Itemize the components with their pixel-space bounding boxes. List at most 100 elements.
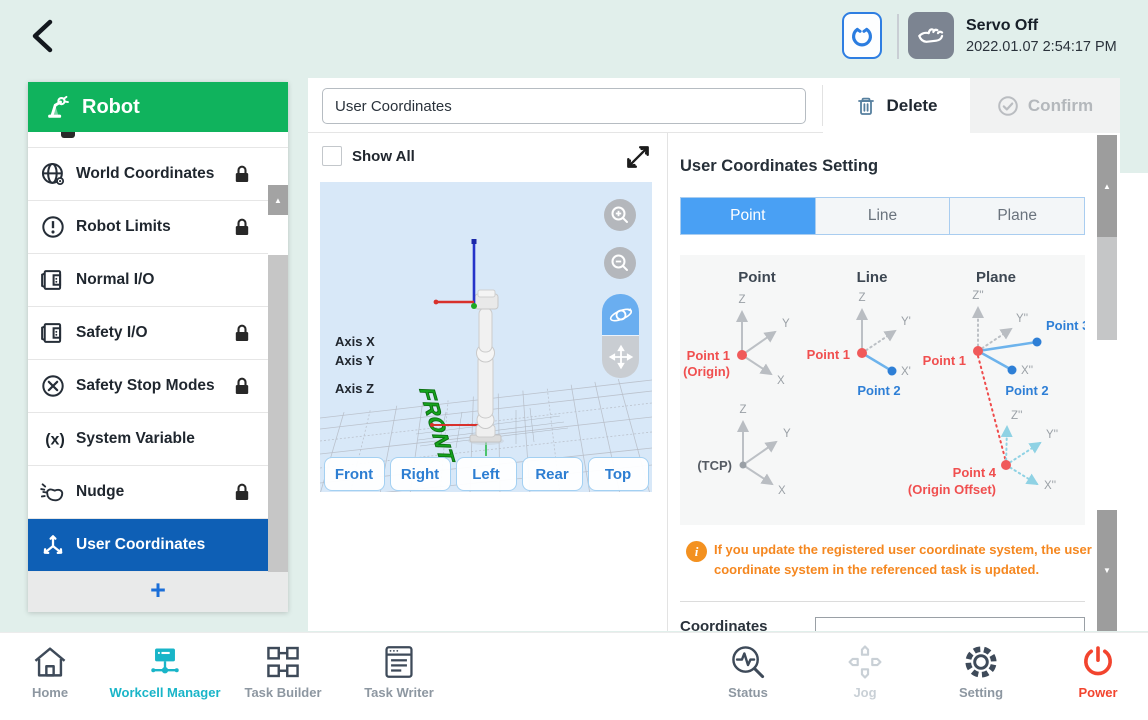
show-all-label: Show All: [352, 148, 415, 165]
io-icon: [41, 323, 62, 343]
svg-text:(Origin): (Origin): [683, 364, 730, 379]
view-front-button[interactable]: Front: [323, 457, 385, 491]
nav-status[interactable]: Status: [683, 645, 813, 700]
settings-scroll-up[interactable]: ▲: [1097, 135, 1117, 237]
svg-text:Y'': Y'': [1046, 429, 1058, 441]
viewer-scene: FRONT: [320, 239, 652, 492]
confirm-button[interactable]: Confirm: [970, 78, 1120, 133]
gear-icon: [965, 646, 997, 678]
sidebar-item-safety-io[interactable]: Safety I/O: [28, 307, 288, 360]
svg-text:Point 4: Point 4: [953, 465, 997, 480]
sidebar-item-system-variable[interactable]: (x) System Variable: [28, 413, 288, 466]
lock-icon: [235, 165, 249, 182]
nav-jog[interactable]: Jog: [800, 645, 930, 700]
svg-text:Plane: Plane: [976, 269, 1016, 286]
svg-text:Y'': Y'': [1016, 313, 1028, 325]
pan-view-button[interactable]: [602, 336, 639, 378]
settings-divider: [680, 601, 1085, 602]
svg-text:Point 2: Point 2: [857, 383, 900, 398]
sidebar-title: Robot: [82, 95, 140, 118]
view-buttons: Front Right Left Rear Top: [322, 457, 650, 491]
jog-icon: [848, 645, 882, 679]
partial-icon: [61, 132, 75, 138]
nav-home[interactable]: Home: [0, 645, 115, 700]
nav-task-writer[interactable]: Task Writer: [334, 645, 464, 700]
top-divider: [897, 14, 899, 59]
sidebar-item-nudge[interactable]: Nudge: [28, 466, 288, 519]
stop-icon: [42, 375, 64, 397]
settings-title: User Coordinates Setting: [680, 157, 879, 175]
tab-point[interactable]: Point: [681, 198, 815, 234]
rotate-view-button[interactable]: [602, 294, 639, 336]
manual-mode-indicator[interactable]: [908, 12, 954, 59]
nav-power[interactable]: Power: [1033, 645, 1148, 700]
svg-text:X': X': [901, 366, 911, 378]
background-corner: [1120, 0, 1148, 173]
zoom-in-button[interactable]: [604, 199, 636, 231]
expand-viewer-button[interactable]: [624, 143, 652, 171]
axis-z-label: Axis Z: [335, 381, 375, 396]
nav-workcell-manager[interactable]: Workcell Manager: [100, 645, 230, 700]
back-button[interactable]: [26, 16, 60, 56]
svg-text:Y': Y': [901, 316, 911, 328]
zoom-out-icon: [611, 254, 628, 271]
view-left-button[interactable]: Left: [455, 457, 517, 491]
view-rear-button[interactable]: Rear: [521, 457, 583, 491]
pan-arrows-icon: [608, 344, 633, 370]
toolbar-divider: [822, 85, 823, 126]
sidebar: Robot World Coordinates: [28, 82, 288, 612]
zoom-out-button[interactable]: [604, 247, 636, 279]
world-icon: [41, 162, 65, 186]
settings-scroll-down[interactable]: ▼: [1097, 510, 1117, 631]
svg-text:Point 2: Point 2: [1005, 383, 1048, 398]
back-chevron-icon: [32, 19, 53, 53]
nav-setting[interactable]: Setting: [916, 645, 1046, 700]
svg-text:Y: Y: [783, 428, 791, 440]
tab-plane[interactable]: Plane: [949, 198, 1085, 234]
svg-text:Point 1: Point 1: [807, 347, 850, 362]
sidebar-scroll-up[interactable]: ▲: [268, 185, 288, 215]
sidebar-header: Robot: [28, 82, 288, 132]
svg-text:Point 1: Point 1: [687, 348, 730, 363]
svg-text:Line: Line: [857, 269, 888, 286]
tab-line[interactable]: Line: [814, 198, 950, 234]
content-divider: [667, 133, 668, 631]
coordinate-name-input[interactable]: [322, 88, 806, 124]
lock-icon: [235, 218, 249, 235]
sidebar-scroll-thumb[interactable]: [268, 255, 288, 572]
nav-task-builder[interactable]: Task Builder: [218, 645, 348, 700]
hand-icon: [918, 27, 944, 43]
add-coordinate-button[interactable]: +: [28, 572, 288, 612]
robot-3d-viewer[interactable]: FRONT Axis X: [320, 182, 652, 492]
show-all-checkbox[interactable]: [322, 146, 342, 166]
svg-text:(x): (x): [45, 432, 65, 449]
svg-text:(TCP): (TCP): [697, 458, 732, 473]
robot-icon: [48, 95, 69, 118]
sidebar-item-world-coordinates[interactable]: World Coordinates: [28, 148, 288, 201]
svg-text:Z'': Z'': [972, 290, 983, 302]
info-text: If you update the registered user coordi…: [714, 542, 1092, 577]
svg-text:Y: Y: [782, 318, 790, 330]
sidebar-item-normal-io[interactable]: Normal I/O: [28, 254, 288, 307]
settings-scrollbar: ▲ ▼: [1097, 135, 1117, 631]
task-writer-icon: [385, 646, 413, 678]
settings-scroll-thumb[interactable]: [1097, 237, 1117, 340]
sidebar-item-robot-limits[interactable]: Robot Limits: [28, 201, 288, 254]
sidebar-item-user-coordinates[interactable]: User Coordinates: [28, 519, 288, 572]
lock-icon: [235, 483, 249, 500]
home-icon: [34, 647, 66, 677]
datetime: 2022.01.07 2:54:17 PM: [966, 39, 1117, 55]
sidebar-scrollbar: ▲ ▼: [268, 182, 288, 572]
svg-text:(Origin Offset): (Origin Offset): [908, 482, 996, 497]
coordinates-field-input[interactable]: [815, 617, 1085, 631]
main-toolbar: Delete Confirm: [308, 78, 1120, 133]
io-icon: [41, 270, 62, 290]
delete-button[interactable]: Delete: [823, 78, 970, 133]
power-icon: [1084, 646, 1112, 676]
view-top-button[interactable]: Top: [587, 457, 649, 491]
hand-guide-mode-button[interactable]: [842, 12, 882, 59]
lock-icon: [235, 324, 249, 341]
view-right-button[interactable]: Right: [389, 457, 451, 491]
sidebar-item-safety-stop-modes[interactable]: Safety Stop Modes: [28, 360, 288, 413]
expand-icon: [627, 146, 649, 168]
